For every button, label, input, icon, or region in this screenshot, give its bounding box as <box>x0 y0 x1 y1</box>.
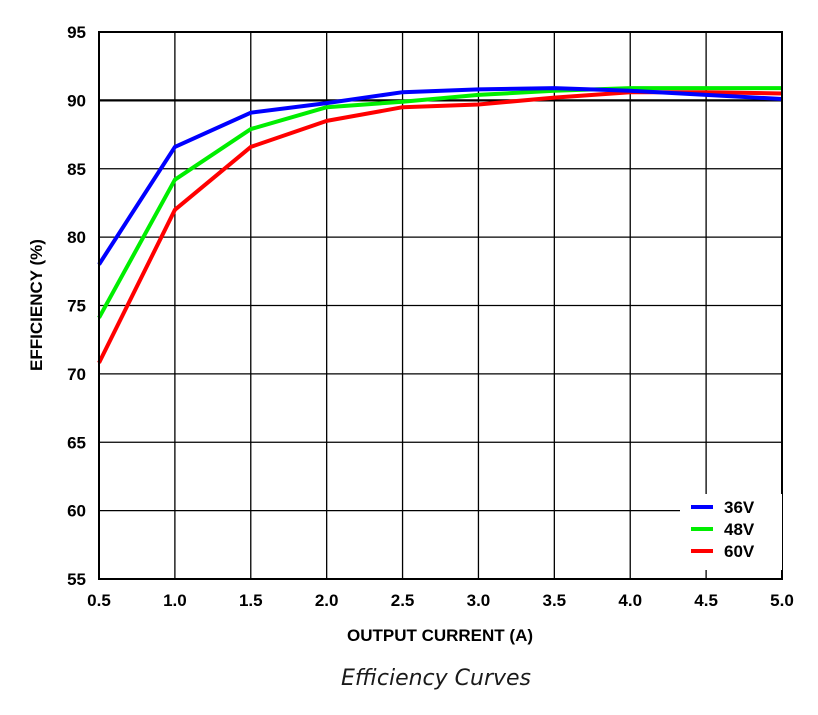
chart-caption: Efficiency Curves <box>341 666 531 691</box>
legend: 36V 48V 60V <box>680 494 782 570</box>
x-axis-title: OUTPUT CURRENT (A) <box>347 626 533 645</box>
y-tick-label: 80 <box>67 228 86 247</box>
x-tick-labels: 0.5 1.0 1.5 2.0 2.5 3.0 3.5 4.0 4.5 5.0 <box>87 591 794 610</box>
x-tick-label: 3.0 <box>467 591 491 610</box>
series-line-36v <box>97 86 783 266</box>
x-tick-label: 3.5 <box>543 591 567 610</box>
y-tick-label: 70 <box>67 365 86 384</box>
x-tick-label: 5.0 <box>770 591 794 610</box>
x-tick-label: 1.5 <box>239 591 263 610</box>
legend-label-36v: 36V <box>724 498 755 517</box>
y-tick-label: 85 <box>67 160 86 179</box>
plot-frame <box>98 31 783 580</box>
series-lines <box>97 86 783 364</box>
x-tick-label: 2.0 <box>315 591 339 610</box>
y-tick-label: 75 <box>67 297 86 316</box>
x-tick-label: 4.0 <box>618 591 642 610</box>
legend-label-60v: 60V <box>724 542 755 561</box>
x-tick-label: 4.5 <box>694 591 718 610</box>
y-tick-label: 55 <box>67 570 86 589</box>
y-axis-title: EFFICIENCY (%) <box>27 239 46 371</box>
y-tick-label: 90 <box>67 91 86 110</box>
series-line-48v <box>97 86 782 319</box>
x-tick-label: 2.5 <box>391 591 415 610</box>
y-tick-label: 95 <box>67 23 86 42</box>
legend-label-48v: 48V <box>724 520 755 539</box>
y-tick-label: 60 <box>67 502 86 521</box>
y-tick-labels: 55 60 65 70 75 80 85 90 95 <box>67 23 86 589</box>
x-tick-label: 0.5 <box>87 591 111 610</box>
y-tick-label: 65 <box>67 433 86 452</box>
grid <box>98 31 783 580</box>
x-tick-label: 1.0 <box>163 591 187 610</box>
